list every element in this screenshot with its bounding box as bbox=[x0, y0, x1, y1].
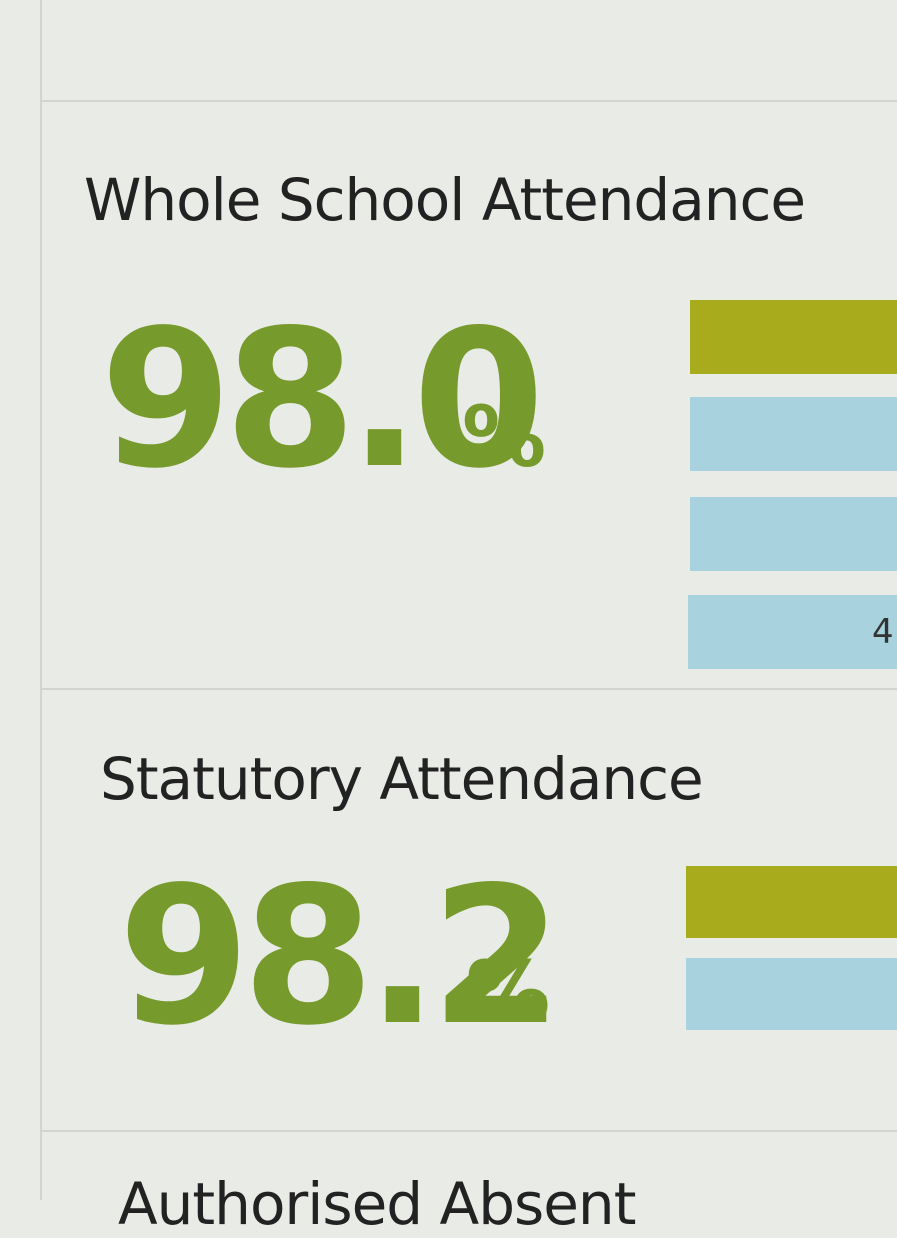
bar bbox=[686, 958, 897, 1030]
bar bbox=[690, 497, 897, 571]
bar bbox=[686, 866, 897, 938]
bar bbox=[690, 397, 897, 471]
section-title: Authorised Absent bbox=[118, 1170, 636, 1238]
divider bbox=[40, 688, 897, 690]
divider bbox=[40, 0, 42, 1200]
divider bbox=[40, 1130, 897, 1132]
attendance-value: 98.2 bbox=[118, 846, 563, 1067]
page: Whole School Attendance 98.0 % 4 Statuto… bbox=[40, 0, 897, 1238]
section-title: Statutory Attendance bbox=[100, 745, 704, 813]
attendance-unit: % bbox=[462, 388, 547, 486]
bar bbox=[690, 300, 897, 374]
attendance-unit: % bbox=[466, 943, 551, 1041]
bar-label: 4 bbox=[872, 612, 894, 652]
bar bbox=[688, 595, 897, 669]
divider bbox=[40, 100, 897, 102]
section-title: Whole School Attendance bbox=[84, 166, 806, 234]
attendance-value: 98.0 bbox=[100, 289, 545, 510]
